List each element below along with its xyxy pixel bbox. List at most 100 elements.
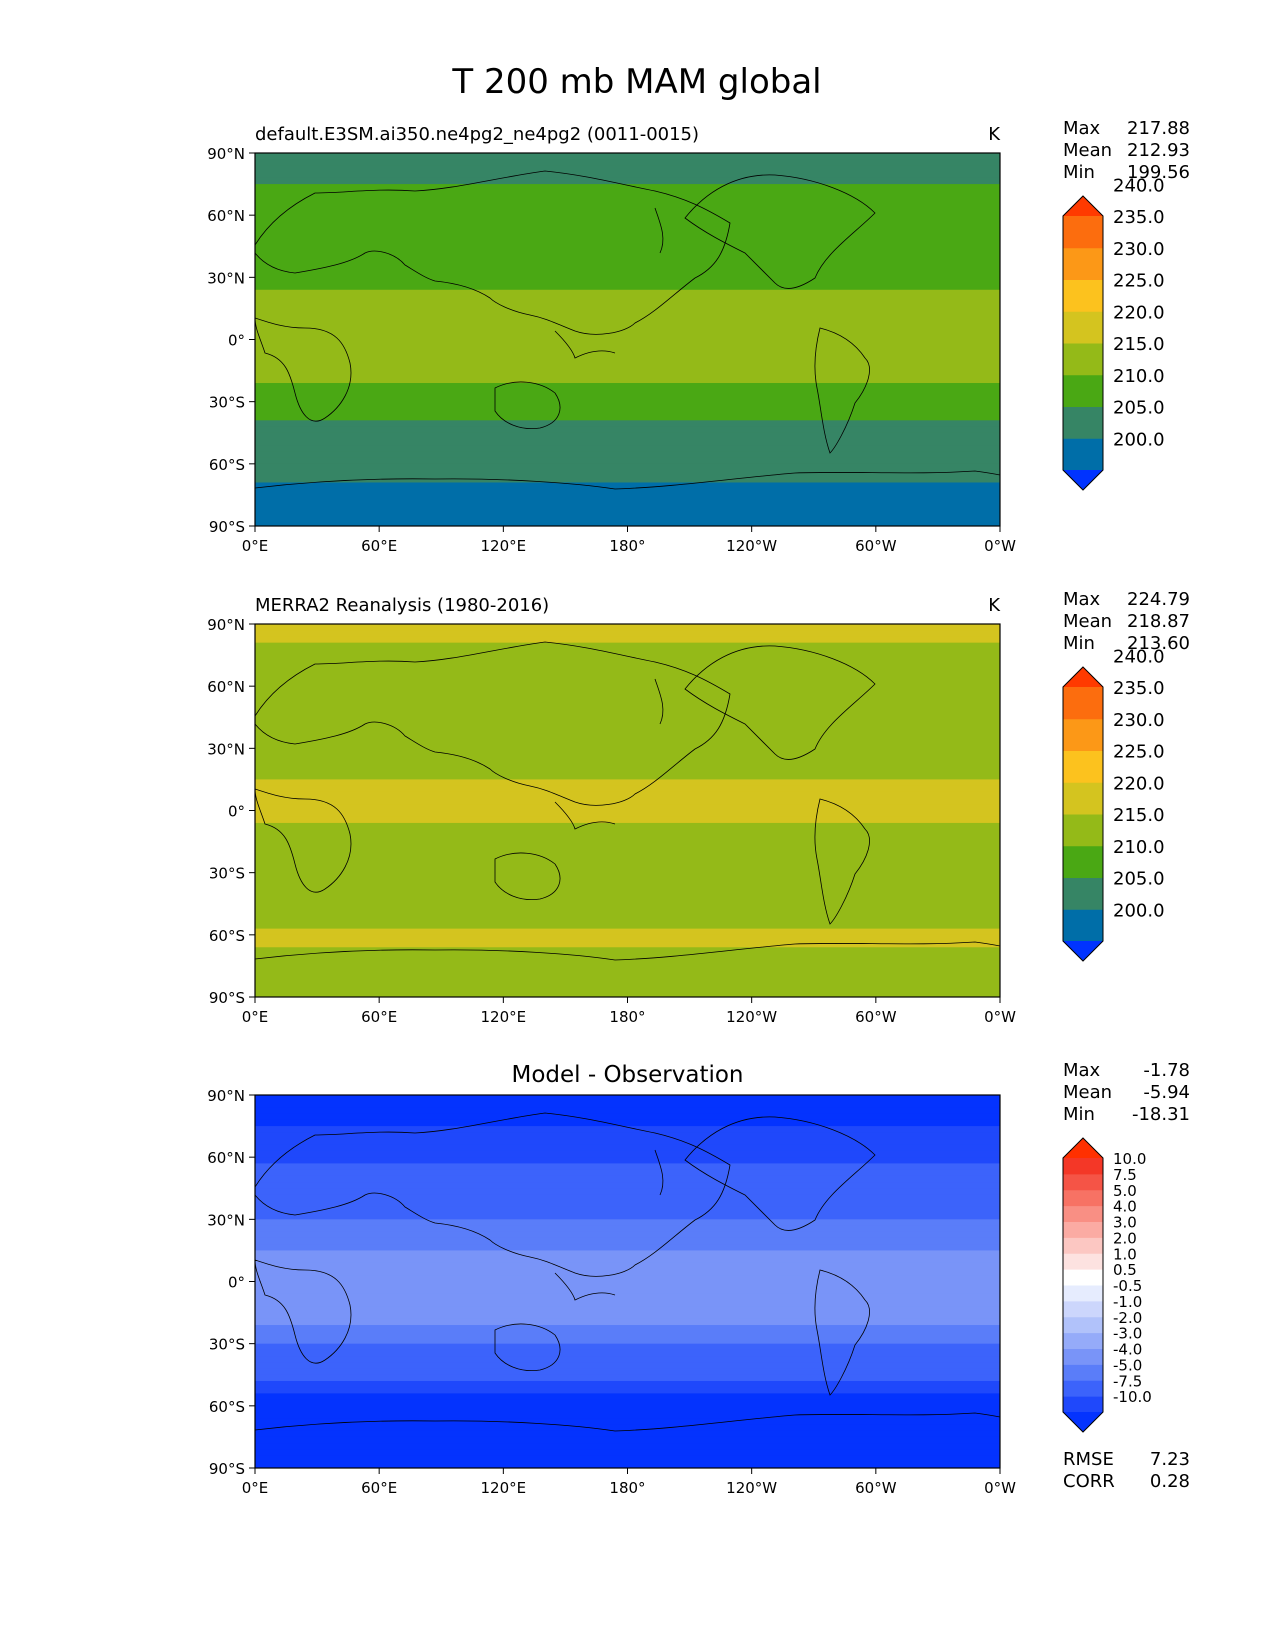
field-band xyxy=(255,1337,1000,1345)
stat-label: Mean xyxy=(1063,1082,1112,1103)
stat-label: Min xyxy=(1063,162,1095,183)
lat-tick-label: 60°S xyxy=(209,456,245,474)
field-band xyxy=(255,295,1000,303)
stat-value: 217.88 xyxy=(1127,118,1190,139)
stat-label: Min xyxy=(1063,633,1095,654)
field-band xyxy=(255,1461,1000,1468)
field-band xyxy=(255,847,1000,855)
field-band xyxy=(255,364,1000,372)
stat-label: Mean xyxy=(1063,140,1112,161)
lat-tick-label: 60°N xyxy=(207,1149,245,1167)
field-band xyxy=(255,358,1000,365)
field-band xyxy=(255,810,1000,818)
colorbar: -10.0-7.5-5.0-4.0-3.0-2.0-1.0-0.50.51.02… xyxy=(1062,1137,1152,1433)
colorbar-swatch xyxy=(1063,750,1103,783)
field-band xyxy=(255,345,1000,353)
field-band xyxy=(255,494,1000,502)
colorbar-label: 220.0 xyxy=(1113,302,1165,323)
field-band xyxy=(255,1194,1000,1202)
lat-tick-label: 60°S xyxy=(209,927,245,945)
field-band xyxy=(255,1213,1000,1220)
lon-tick-label: 0°W xyxy=(984,537,1016,555)
field-band xyxy=(255,190,1000,198)
lon-tick-label: 0°E xyxy=(242,537,269,555)
lon-tick-label: 0°E xyxy=(242,1479,269,1497)
field-band xyxy=(255,171,1000,179)
field-band xyxy=(255,401,1000,409)
field-band xyxy=(255,351,1000,359)
colorbar-swatch xyxy=(1063,1237,1103,1254)
field-band xyxy=(255,1306,1000,1314)
field-band xyxy=(255,277,1000,285)
colorbar: 200.0 205.0 210.0 215.0 220.0 225.0 230.0 235.0… xyxy=(1062,175,1165,491)
colorbar-swatch xyxy=(1063,1158,1103,1175)
field-band xyxy=(255,1219,1000,1227)
colorbar-label: 10.0 xyxy=(1113,1150,1146,1168)
field-band xyxy=(255,482,1000,490)
field-band xyxy=(255,822,1000,830)
lon-tick-label: 180° xyxy=(609,1479,645,1497)
field-band xyxy=(255,679,1000,687)
lat-tick-label: 30°S xyxy=(209,394,245,412)
field-band xyxy=(255,1380,1000,1388)
lat-tick-label: 90°S xyxy=(209,1460,245,1478)
field-band xyxy=(255,165,1000,173)
lon-tick-label: 60°E xyxy=(361,1479,397,1497)
field-band xyxy=(255,233,1000,241)
field-band xyxy=(255,624,1000,631)
panel-3: 90°N 60°N 30°N 0° 30°S 60°S 90°S0°E 60°E 120°E 18… xyxy=(207,1060,1190,1497)
field-band xyxy=(255,407,1000,415)
field-band xyxy=(255,208,1000,216)
colorbar-swatch xyxy=(1063,1332,1103,1349)
colorbar-label: -4.0 xyxy=(1113,1341,1142,1359)
field-band xyxy=(255,1244,1000,1252)
field-band xyxy=(255,1250,1000,1258)
colorbar-swatch xyxy=(1063,216,1103,249)
field-band xyxy=(255,1349,1000,1357)
colorbar-outline xyxy=(1062,1137,1104,1433)
field-band xyxy=(255,271,1000,278)
field-band xyxy=(255,1374,1000,1382)
field-band xyxy=(255,779,1000,787)
field-band xyxy=(255,1318,1000,1326)
colorbar-label: 235.0 xyxy=(1113,678,1165,699)
map-field xyxy=(255,624,1000,997)
field-band xyxy=(255,1206,1000,1214)
colorbar-label: 0.5 xyxy=(1113,1261,1137,1279)
field-band xyxy=(255,1331,1000,1339)
field-band xyxy=(255,1132,1000,1140)
colorbar-outline xyxy=(1062,666,1104,962)
field-band xyxy=(255,501,1000,508)
stat-value: -18.31 xyxy=(1132,1104,1190,1125)
colorbar-outline xyxy=(1062,195,1104,491)
field-band xyxy=(255,735,1000,743)
field-band xyxy=(255,153,1000,160)
field-band xyxy=(255,903,1000,911)
field-band xyxy=(255,1455,1000,1463)
colorbar-extend-min xyxy=(1063,470,1103,490)
field-band xyxy=(255,389,1000,397)
colorbar-swatch xyxy=(1063,1269,1103,1286)
field-band xyxy=(255,1262,1000,1270)
field-band xyxy=(255,642,1000,650)
field-band xyxy=(255,445,1000,452)
lat-tick-label: 30°N xyxy=(207,1211,245,1229)
field-band xyxy=(255,1175,1000,1183)
field-band xyxy=(255,1225,1000,1233)
colorbar-label: 220.0 xyxy=(1113,773,1165,794)
colorbar-label: -5.0 xyxy=(1113,1356,1142,1374)
extra-stat-label: RMSE xyxy=(1063,1449,1114,1470)
colorbar-label: 215.0 xyxy=(1113,805,1165,826)
figure-title: T 200 mb MAM global xyxy=(451,62,821,102)
colorbar-swatch xyxy=(1063,687,1103,720)
field-band xyxy=(255,196,1000,204)
field-band xyxy=(255,773,1000,781)
field-band xyxy=(255,457,1000,465)
field-band xyxy=(255,648,1000,656)
colorbar-extend-min xyxy=(1063,1412,1103,1432)
field-band xyxy=(255,947,1000,955)
lon-tick-label: 0°W xyxy=(984,1008,1016,1026)
lat-tick-label: 30°S xyxy=(209,865,245,883)
panel-left-title: default.E3SM.ai350.ne4pg2_ne4pg2 (0011-0… xyxy=(255,124,699,145)
field-band xyxy=(255,891,1000,899)
